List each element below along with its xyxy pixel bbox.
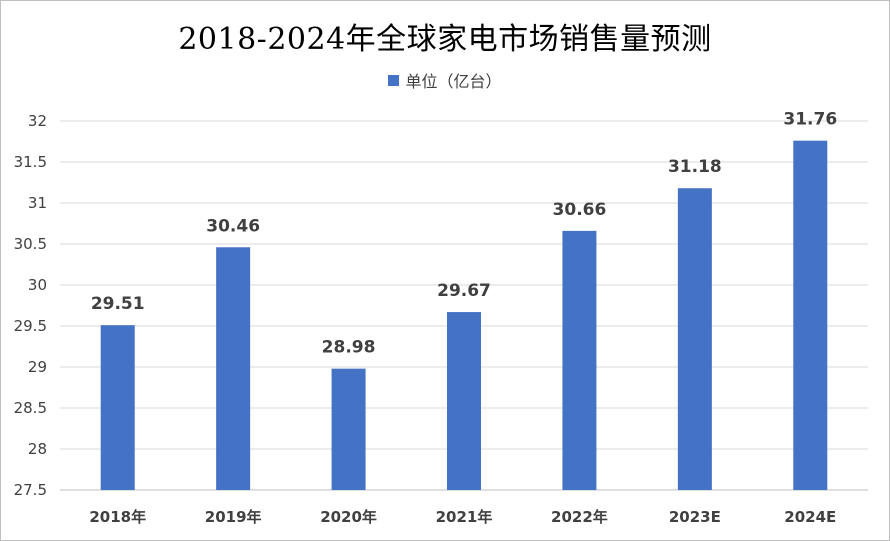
- bar: [447, 312, 481, 490]
- y-tick-label: 30.5: [14, 235, 47, 253]
- y-tick-label: 28: [28, 440, 47, 458]
- data-label: 29.67: [437, 281, 491, 301]
- y-tick-label: 32: [28, 112, 47, 130]
- data-label: 28.98: [322, 338, 376, 358]
- y-tick-label: 27.5: [14, 481, 47, 499]
- x-tick-label: 2023E: [669, 508, 721, 526]
- bar: [100, 325, 135, 490]
- bar: [216, 247, 251, 490]
- x-axis-ticks: 2018年 2019年 2020年 2021年 2022年 2023E 2024E: [89, 508, 836, 526]
- x-tick-label: 2018年: [89, 508, 146, 526]
- x-tick-label: 2020年: [320, 508, 377, 526]
- y-tick-label: 30: [28, 276, 47, 294]
- bar: [677, 188, 712, 491]
- bar: [331, 368, 366, 490]
- y-tick-label: 31.5: [14, 153, 47, 171]
- y-tick-label: 31: [28, 194, 47, 212]
- bar: [793, 140, 828, 490]
- y-tick-label: 29.5: [14, 317, 47, 335]
- y-axis-ticks: 27.5 28 28.5 29 29.5 30 30.5 31 31.5 32: [14, 112, 47, 499]
- x-tick-label: 2021年: [436, 508, 493, 526]
- chart-title: 2018-2024年全球家电市场销售量预测: [178, 22, 712, 57]
- y-tick-label: 28.5: [14, 399, 47, 417]
- x-tick-label: 2024E: [784, 508, 836, 526]
- data-label: 30.46: [206, 216, 260, 236]
- legend-swatch: [388, 74, 400, 86]
- y-tick-label: 29: [28, 358, 47, 376]
- chart-legend: 单位（亿台）: [0, 68, 890, 92]
- data-label: 30.66: [553, 200, 607, 220]
- bar: [562, 230, 597, 490]
- legend-label: 单位（亿台）: [405, 72, 502, 91]
- data-label: 31.18: [668, 157, 722, 177]
- bars: [100, 140, 828, 491]
- x-tick-label: 2022年: [551, 508, 608, 526]
- data-labels: 29.51 30.46 28.98 29.67 30.66 31.18 31.76: [91, 110, 837, 358]
- data-label: 31.76: [783, 110, 837, 130]
- x-tick-label: 2019年: [205, 508, 262, 526]
- data-label: 29.51: [91, 294, 145, 314]
